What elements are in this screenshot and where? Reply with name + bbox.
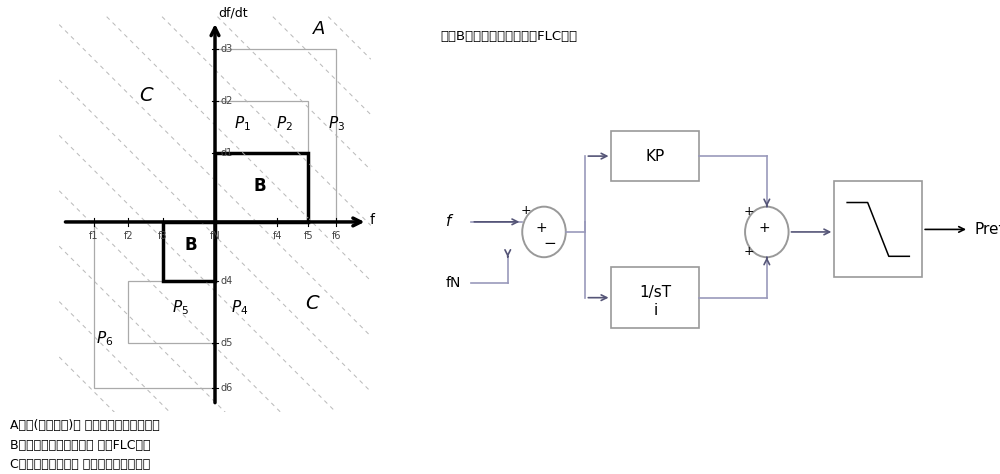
Text: f3: f3 <box>158 231 168 241</box>
Text: f2: f2 <box>124 231 133 241</box>
Text: d4: d4 <box>220 276 232 286</box>
Text: d5: d5 <box>220 338 233 348</box>
Text: $P_5$: $P_5$ <box>172 298 189 317</box>
Text: df/dt: df/dt <box>218 7 247 19</box>
Text: d1: d1 <box>220 148 232 158</box>
Text: fN: fN <box>210 231 220 241</box>
Bar <box>163 222 215 281</box>
Text: 1/sT: 1/sT <box>639 285 671 300</box>
Bar <box>128 281 215 343</box>
Text: +: + <box>743 205 754 218</box>
Text: Pref: Pref <box>974 222 1000 237</box>
Text: fN: fN <box>446 275 461 290</box>
Text: KP: KP <box>646 149 665 164</box>
Text: 附：B区域（非紧急控制）FLC框图: 附：B区域（非紧急控制）FLC框图 <box>440 30 577 43</box>
Bar <box>611 267 699 328</box>
Text: d3: d3 <box>220 44 232 54</box>
Text: f1: f1 <box>89 231 99 241</box>
Text: f: f <box>370 213 375 227</box>
Bar <box>215 101 308 153</box>
Bar <box>215 153 308 222</box>
Bar <box>94 222 215 388</box>
Text: −: − <box>544 236 557 251</box>
Text: C: C <box>139 86 153 105</box>
Text: $P_4$: $P_4$ <box>231 298 248 317</box>
Text: +: + <box>521 204 531 217</box>
Text: C区域（无控制）： 频率恢复稳定过程中: C区域（无控制）： 频率恢复稳定过程中 <box>10 458 150 471</box>
Text: f6: f6 <box>331 231 341 241</box>
Bar <box>834 182 922 277</box>
Text: $P_1$: $P_1$ <box>234 115 251 133</box>
Text: +: + <box>536 221 547 235</box>
Bar <box>611 131 699 182</box>
Text: A: A <box>313 20 325 38</box>
Text: B: B <box>184 236 197 254</box>
Text: +: + <box>743 245 754 258</box>
Text: f: f <box>446 214 451 229</box>
Text: $P_2$: $P_2$ <box>276 115 293 133</box>
Text: i: i <box>653 303 658 318</box>
Text: B区域（非紧急控制）： 采取FLC策略: B区域（非紧急控制）： 采取FLC策略 <box>10 439 150 452</box>
Text: +: + <box>758 221 770 235</box>
Bar <box>215 49 336 222</box>
Text: d2: d2 <box>220 96 233 106</box>
Text: d6: d6 <box>220 383 232 393</box>
Text: $P_3$: $P_3$ <box>328 115 345 133</box>
Text: $P_6$: $P_6$ <box>96 329 113 348</box>
Text: B: B <box>254 177 266 195</box>
Text: f5: f5 <box>304 231 313 241</box>
Text: A区域(紧急控制)： 采取直接快速调整策略: A区域(紧急控制)： 采取直接快速调整策略 <box>10 419 160 432</box>
Text: C: C <box>305 293 319 312</box>
Text: f4: f4 <box>273 231 282 241</box>
